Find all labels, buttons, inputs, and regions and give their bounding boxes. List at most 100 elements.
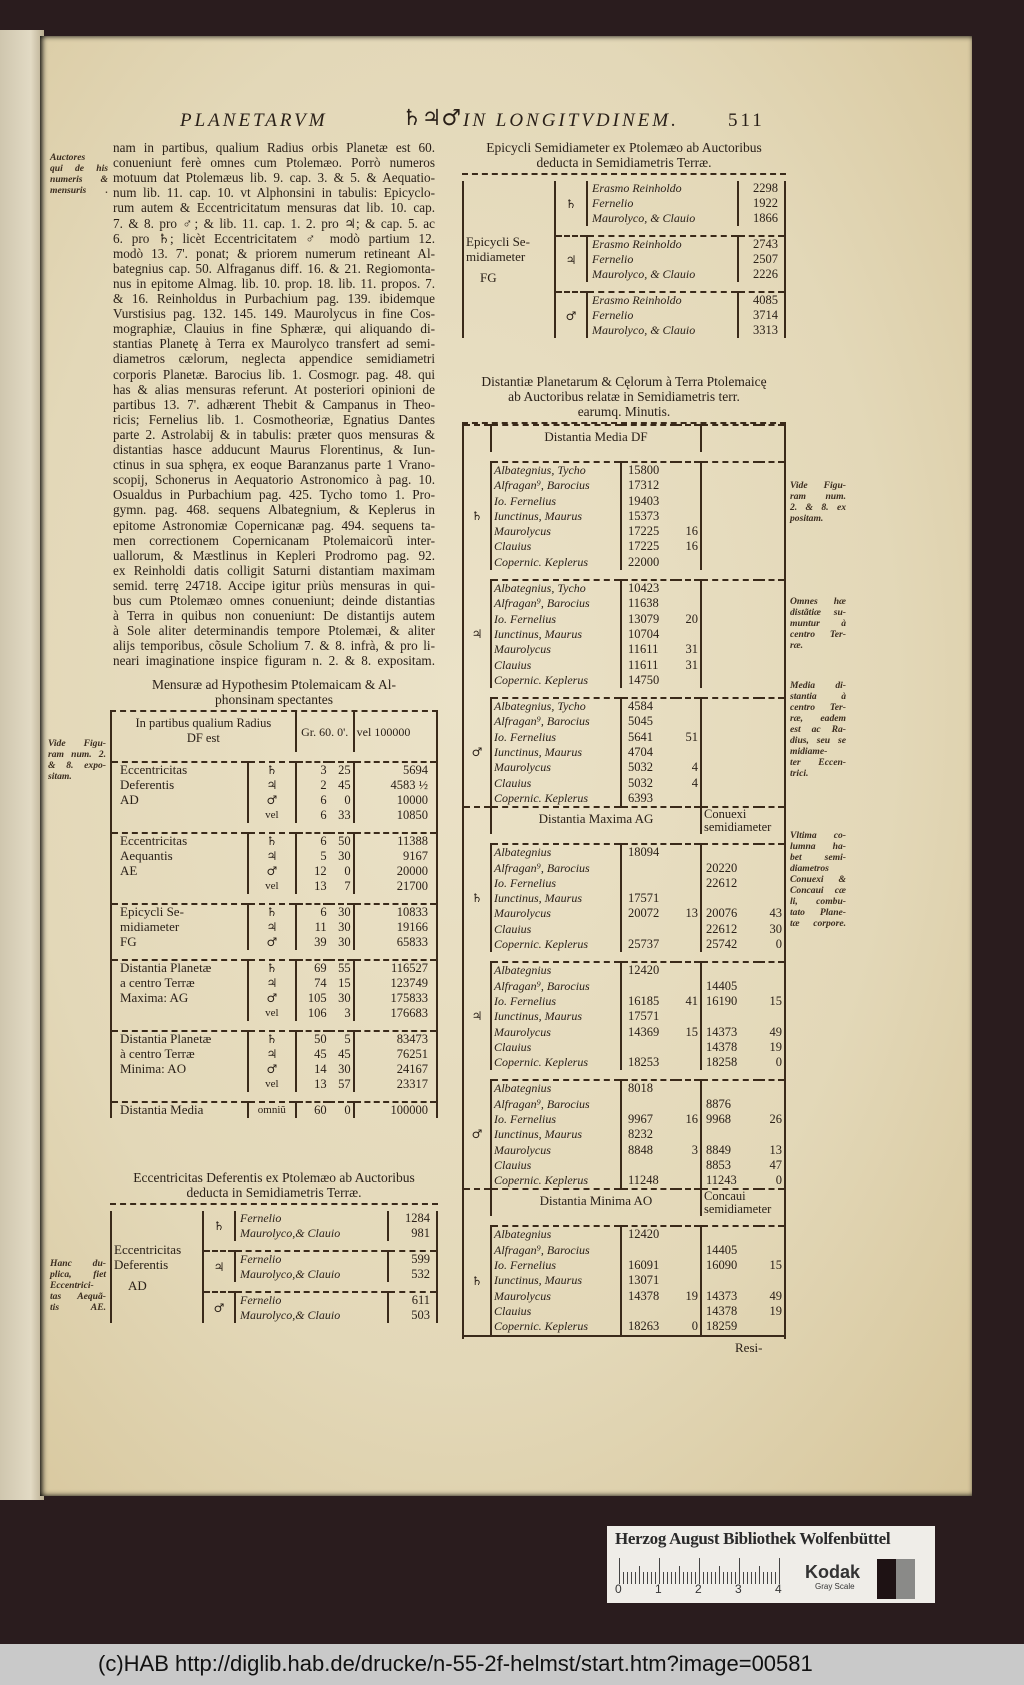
conv-value — [701, 596, 759, 611]
ruler-tick — [715, 1572, 716, 1584]
planet-symbol: ♃ — [247, 849, 296, 864]
author: Fernelio — [587, 252, 739, 267]
section-header: Distantia Minima AO — [490, 1188, 702, 1217]
minutes: 30 — [338, 849, 351, 863]
conv-minutes — [759, 844, 785, 860]
minutes — [676, 478, 702, 494]
value: 2298 — [753, 181, 778, 195]
degrees: 6 — [294, 808, 329, 823]
author: Albategnius, Tycho — [490, 462, 622, 479]
conv-minutes — [759, 891, 785, 906]
conv-minutes: 0 — [775, 937, 782, 952]
minutes — [676, 1096, 702, 1112]
table-row: Copernic. Keplerus 18253 18258 0 — [463, 1055, 785, 1071]
table-title-line: Eccentricitas Deferentis ex Ptolemæo ab … — [133, 1170, 415, 1185]
table-title-line: deducta in Semidiametris Terræ. — [536, 155, 712, 170]
conv-minutes: 49 — [769, 1288, 783, 1303]
separator-cell — [295, 823, 329, 834]
conv-value — [701, 658, 759, 673]
author: Fernelio — [235, 1292, 389, 1308]
conv-value: 11243 — [706, 1173, 737, 1188]
gray-patch-0 — [877, 1559, 896, 1599]
minutes: 20 — [676, 611, 702, 627]
row-label: Eccentricitas — [120, 833, 188, 848]
value — [621, 1243, 676, 1258]
margin-note-line: Hanc du- — [50, 1258, 106, 1269]
minutes — [676, 937, 702, 953]
table-row: Alfragan⁹, Barocius 14405 — [463, 1242, 785, 1259]
minutes — [676, 790, 702, 808]
planet-symbol: ♄ — [203, 1211, 236, 1241]
author: Maurolycus — [490, 1024, 622, 1040]
ruler-tick — [763, 1572, 764, 1584]
row-label: Epicycli Se- — [120, 904, 184, 919]
author: Alfragan⁹, Barocius — [490, 714, 622, 730]
value: 22000 — [628, 554, 660, 569]
body-line: ricis; Fernelius lib. 1. Cosmotheoriæ, E… — [113, 411, 435, 427]
value: 5032 — [628, 760, 653, 775]
conv-value: 20220 — [706, 860, 738, 875]
author: Erasmo Reinholdo — [587, 181, 739, 196]
table-row: a centro Terræ ♃ 74 15 123749 — [111, 976, 437, 991]
conv-value — [701, 1127, 759, 1142]
value: 12420 — [628, 963, 660, 978]
planet-symbol: ♄ — [247, 1031, 296, 1047]
table-row: Fernelio 1922 — [463, 196, 785, 211]
footer-url[interactable]: (c)HAB http://diglib.hab.de/drucke/n-55-… — [98, 1651, 813, 1676]
planet-symbol: ♃ — [247, 920, 296, 935]
body-line: ex Reinholdi datis colligit Saturni dist… — [113, 562, 435, 578]
separator-cell — [295, 950, 329, 961]
ruler-tick — [631, 1572, 632, 1584]
table-row: ♂ Albategnius, Tycho 4584 — [463, 698, 785, 759]
degrees: 39 — [294, 935, 329, 950]
separator-cell — [758, 688, 785, 700]
separator-cell — [203, 1282, 235, 1293]
planet-symbol: ♂ — [471, 745, 483, 760]
author: Erasmo Reinholdo — [587, 292, 739, 308]
separator-cell — [353, 950, 437, 961]
table-row: Epicycli Se- ♄ 6 30 10833 — [111, 904, 437, 920]
table-row: ♃ Albategnius 12420 — [463, 962, 785, 1023]
conv-value — [701, 642, 759, 657]
margin-note-line: ram num. — [790, 491, 846, 502]
author: Io. Fernelius — [490, 729, 622, 746]
table-row: Clauius 8853 47 — [463, 1157, 785, 1174]
value: 4085 — [753, 293, 778, 307]
separator-cell — [737, 282, 785, 293]
author: Io. Fernelius — [490, 875, 622, 892]
value: 17571 — [628, 1009, 660, 1024]
ruler-tick — [723, 1572, 724, 1584]
table-row: midiameter ♃ 11 30 19166 — [111, 920, 437, 935]
margin-note: Media di-stantia à centro Ter-ræ, eadem es… — [790, 680, 846, 779]
margin-note: Vide Figu-ram num. 2. & 8. expo-sitam. — [48, 738, 106, 782]
closing-row — [463, 1334, 785, 1339]
table-row: ♂ Fernelio 611 — [111, 1292, 437, 1323]
conv-minutes — [759, 596, 785, 611]
planet-symbol: ♂ — [203, 1292, 236, 1323]
separator-cell — [701, 1216, 759, 1228]
value — [621, 1158, 676, 1173]
body-line: à Terra in quibus non conueniunt: De dis… — [113, 608, 435, 624]
header-label-line: DF est — [186, 731, 220, 745]
separator-cell — [248, 1092, 296, 1103]
ruler-number: 3 — [735, 1582, 742, 1596]
separator-cell — [235, 1241, 388, 1252]
body-line: epitome Astronomiæ Copernicanæ pag. 494.… — [113, 517, 435, 533]
ruler-tick — [703, 1572, 704, 1584]
table-row: Maurolycus 8848 3 8849 13 — [463, 1142, 785, 1158]
separator-cell — [701, 452, 759, 463]
body-line: neari imaginatione inspice figuram n. 2.… — [113, 653, 435, 669]
value: 14750 — [628, 672, 660, 687]
conv-value: 8853 — [706, 1157, 731, 1172]
separator-cell — [676, 834, 701, 846]
table-title-line: phonsinam spectantes — [214, 692, 334, 707]
separator-cell — [463, 688, 491, 698]
minutes — [676, 1273, 702, 1289]
ruler — [615, 1554, 785, 1584]
value: 4583 ½ — [352, 778, 437, 793]
conv-minutes — [759, 612, 785, 627]
conv-minutes — [759, 509, 785, 524]
gray-patch-1 — [896, 1559, 915, 1599]
margin-note-line: diametros — [790, 863, 829, 874]
conv-value: 22612 — [706, 875, 738, 890]
